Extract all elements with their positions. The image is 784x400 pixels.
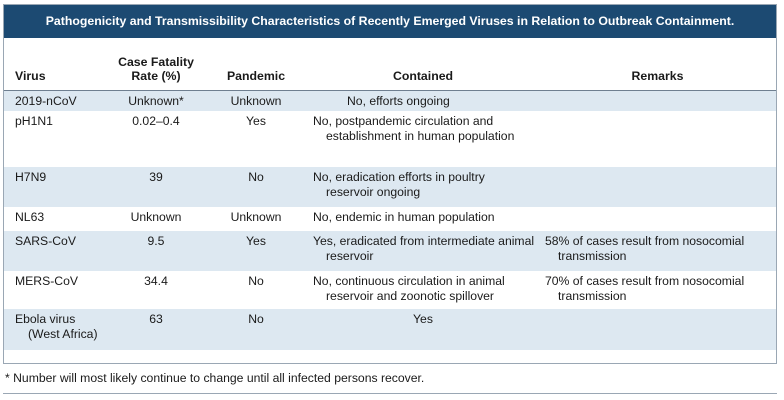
remarks-cell bbox=[539, 207, 776, 231]
pandemic-cell: No bbox=[205, 166, 307, 207]
cfr-cell: Unknown* bbox=[107, 90, 205, 111]
contained-text: No, postpandemic circulation and establi… bbox=[313, 113, 515, 143]
cfr-cell: Unknown bbox=[130, 209, 182, 224]
virus-name: Ebola virus bbox=[15, 311, 76, 326]
remarks-text: 70% of cases result from nosocomial tran… bbox=[545, 273, 745, 303]
footnote-divider bbox=[3, 393, 777, 394]
contained-text: No, continuous circulation in animal res… bbox=[313, 273, 505, 303]
cfr-cell: 9.5 bbox=[107, 230, 205, 271]
remarks-text: 58% of cases result from nosocomial tran… bbox=[545, 233, 745, 263]
virus-cell: Ebola virus (West Africa) bbox=[4, 308, 107, 350]
table-row: SARS-CoV 9.5 Yes Yes, eradicated from in… bbox=[4, 230, 776, 271]
cfr-cell: 0.02–0.4 bbox=[132, 113, 180, 128]
contained-text: Yes, eradicated from intermediate animal… bbox=[313, 233, 535, 263]
virus-cell: MERS-CoV bbox=[15, 273, 78, 288]
contained-cell: Yes, eradicated from intermediate animal… bbox=[307, 230, 539, 271]
virus-cell: H7N9 bbox=[4, 166, 107, 207]
table-frame: Pathogenicity and Transmissibility Chara… bbox=[3, 4, 777, 364]
cfr-cell: 63 bbox=[107, 308, 205, 350]
column-header-remarks: Remarks bbox=[539, 38, 776, 91]
virus-cell: NL63 bbox=[15, 209, 45, 224]
contained-cell: Yes bbox=[307, 308, 539, 350]
contained-cell: No, endemic in human population bbox=[313, 209, 495, 224]
contained-cell: No, continuous circulation in animal res… bbox=[307, 271, 539, 309]
pandemic-cell: No bbox=[248, 273, 264, 288]
pandemic-cell: Unknown bbox=[205, 90, 307, 111]
cfr-cell: 39 bbox=[107, 166, 205, 207]
remarks-cell bbox=[539, 111, 776, 167]
virus-cell: 2019-nCoV bbox=[4, 90, 107, 111]
remarks-cell: 70% of cases result from nosocomial tran… bbox=[539, 271, 776, 309]
virus-cell: SARS-CoV bbox=[4, 230, 107, 271]
table-row: NL63 Unknown Unknown No, endemic in huma… bbox=[4, 207, 776, 231]
column-header-cfr: Case Fatality Rate (%) bbox=[107, 38, 205, 91]
column-header-virus: Virus bbox=[4, 38, 107, 91]
table-row: MERS-CoV 34.4 No No, continuous circulat… bbox=[4, 271, 776, 309]
header-row: Virus Case Fatality Rate (%) Pandemic Co… bbox=[4, 38, 776, 91]
table-row: Ebola virus (West Africa) 63 No Yes bbox=[4, 308, 776, 350]
table-title: Pathogenicity and Transmissibility Chara… bbox=[4, 5, 776, 38]
contained-cell: No, eradication efforts in poultry reser… bbox=[307, 166, 539, 207]
table-row: pH1N1 0.02–0.4 Yes No, postpandemic circ… bbox=[4, 111, 776, 167]
table-row: H7N9 39 No No, eradication efforts in po… bbox=[4, 166, 776, 207]
pandemic-cell: No bbox=[205, 308, 307, 350]
cfr-cell: 34.4 bbox=[144, 273, 168, 288]
remarks-cell bbox=[539, 90, 776, 111]
pandemic-cell: Yes bbox=[205, 230, 307, 271]
remarks-cell bbox=[539, 308, 776, 350]
footnote: * Number will most likely continue to ch… bbox=[5, 371, 425, 385]
contained-cell: No, efforts ongoing bbox=[307, 90, 539, 111]
remarks-cell: 58% of cases result from nosocomial tran… bbox=[539, 230, 776, 271]
table-row: 2019-nCoV Unknown* Unknown No, efforts o… bbox=[4, 90, 776, 111]
pandemic-cell: Yes bbox=[246, 113, 266, 128]
remarks-cell bbox=[539, 166, 776, 207]
column-header-contained: Contained bbox=[307, 38, 539, 91]
virus-table: Virus Case Fatality Rate (%) Pandemic Co… bbox=[4, 38, 776, 350]
virus-cell: pH1N1 bbox=[15, 113, 53, 128]
contained-text: No, eradication efforts in poultry reser… bbox=[313, 169, 485, 199]
contained-cell: No, postpandemic circulation and establi… bbox=[307, 111, 539, 167]
column-header-pandemic: Pandemic bbox=[205, 38, 307, 91]
pandemic-cell: Unknown bbox=[230, 209, 282, 224]
virus-region: (West Africa) bbox=[28, 326, 98, 341]
